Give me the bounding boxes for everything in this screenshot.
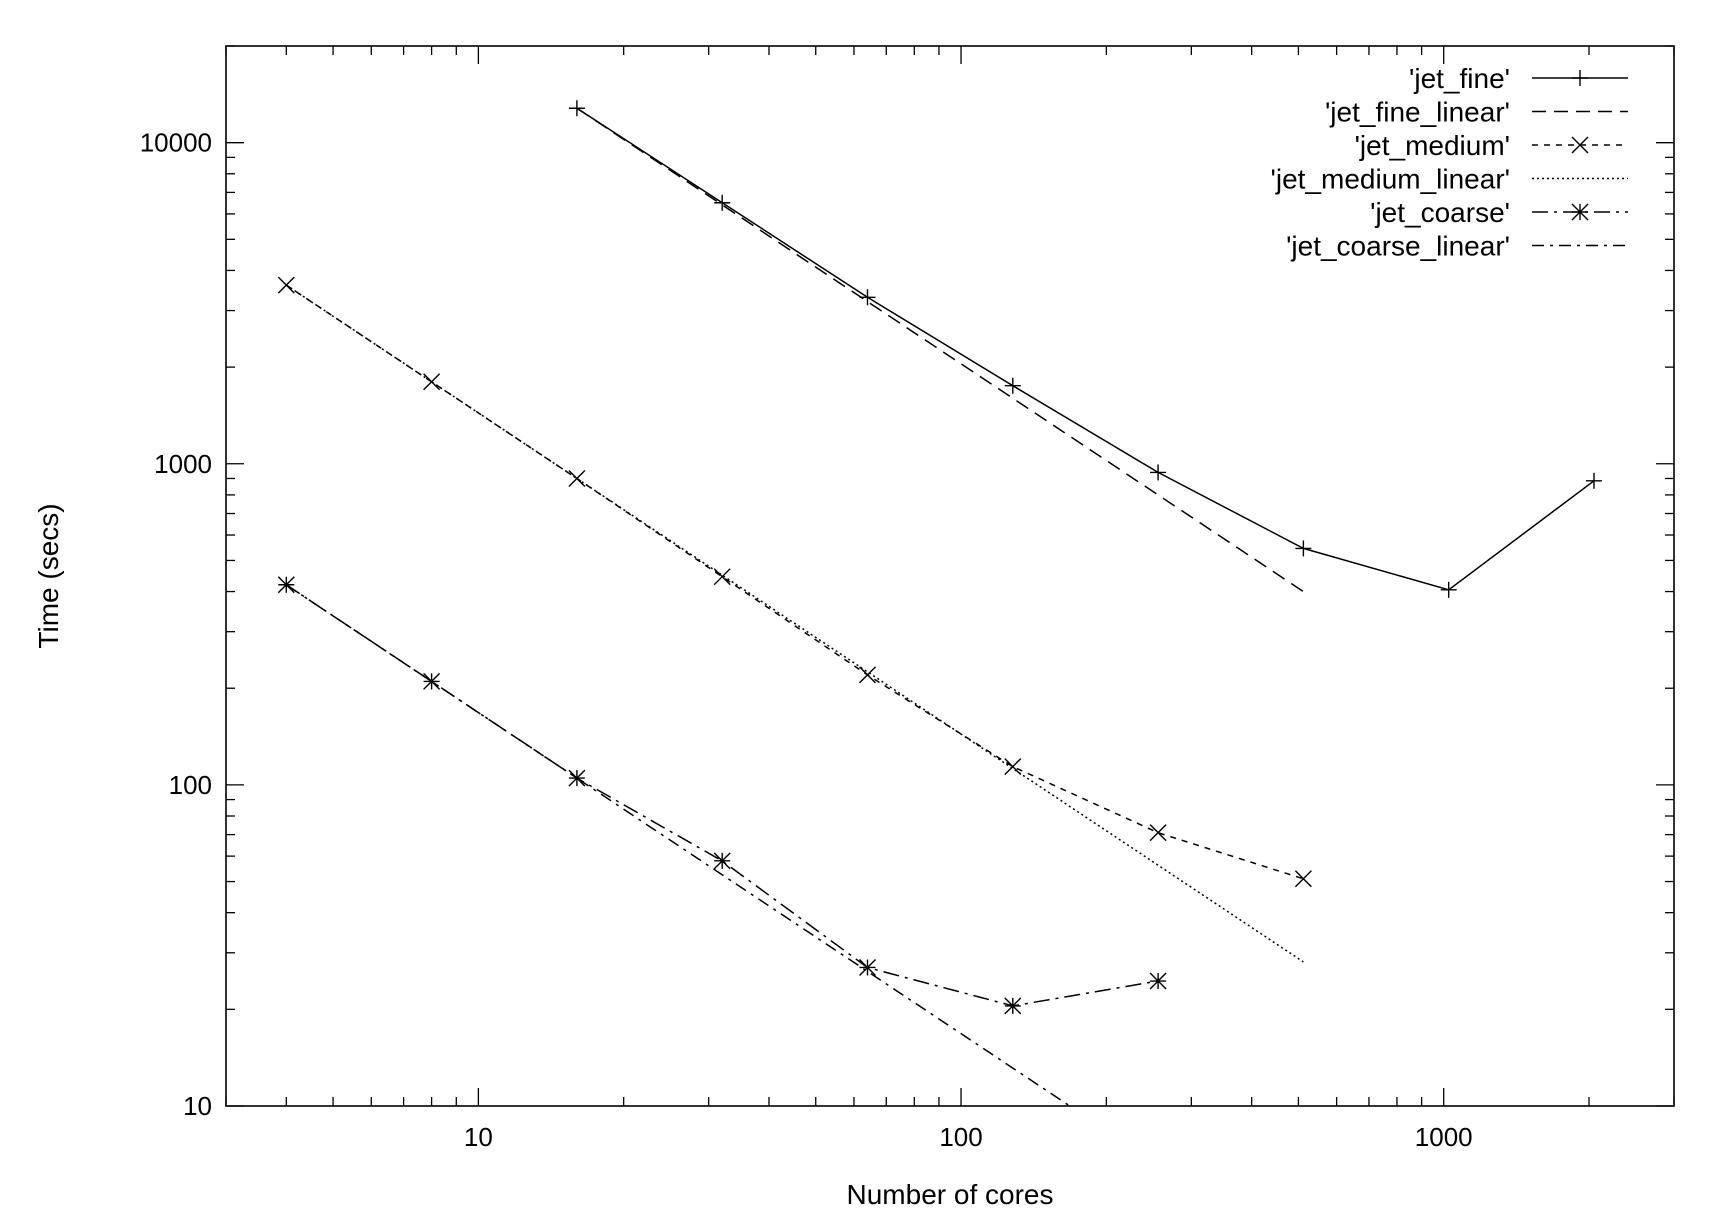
legend-marker <box>1572 70 1588 86</box>
data-point-marker <box>1149 972 1167 990</box>
legend-entry: 'jet_fine' <box>1409 63 1628 94</box>
y-tick-label: 10 <box>183 1091 212 1121</box>
data-point-marker-stroke <box>1004 997 1022 1015</box>
plot-area-border <box>225 45 1675 1107</box>
legend-entry: 'jet_fine_linear' <box>1325 97 1628 128</box>
y-tick-label: 10000 <box>140 128 212 158</box>
data-point-marker-stroke <box>1149 824 1167 842</box>
legend-marker-stroke <box>1571 136 1589 154</box>
data-point-marker <box>568 100 585 117</box>
data-point-marker <box>1295 540 1312 557</box>
x-tick-label: 1000 <box>1415 1122 1473 1152</box>
tick-labels: 10 100 1000 10 100 1000 10000 <box>140 128 1473 1152</box>
data-point-marker-stroke <box>858 666 876 684</box>
data-point-marker <box>1150 464 1167 481</box>
legend-label: 'jet_medium_linear' <box>1271 164 1510 195</box>
data-point-marker <box>1294 870 1312 888</box>
data-point-marker <box>1149 824 1167 842</box>
data-point-marker <box>713 852 731 870</box>
data-point-marker <box>1440 581 1457 598</box>
data-point-marker <box>277 276 295 294</box>
legend-marker-stroke <box>1571 203 1589 221</box>
data-point-marker <box>858 666 876 684</box>
y-tick-label: 100 <box>169 770 212 800</box>
series-line <box>576 107 1304 593</box>
legend-label: 'jet_fine_linear' <box>1325 97 1510 128</box>
legend-label: 'jet_coarse' <box>1370 197 1510 228</box>
series-line <box>576 107 1595 591</box>
data-point-marker <box>859 289 876 306</box>
data-point-marker <box>1004 997 1022 1015</box>
y-tick-label: 1000 <box>154 449 212 479</box>
data-point-marker <box>1585 472 1602 489</box>
data-point-marker-stroke <box>713 852 731 870</box>
x-tick-label: 10 <box>464 1122 493 1152</box>
data-point-marker <box>277 576 295 594</box>
series-markers <box>277 100 1602 1015</box>
legend-marker <box>1571 136 1589 154</box>
data-point-marker <box>1004 377 1021 394</box>
y-axis-title: Time (secs) <box>33 503 64 648</box>
legend-entry: 'jet_medium_linear' <box>1271 164 1628 195</box>
data-point-marker-stroke <box>568 769 586 787</box>
legend-label: 'jet_medium' <box>1355 130 1510 161</box>
data-point-marker-stroke <box>713 568 731 586</box>
x-axis-title: Number of cores <box>847 1179 1054 1210</box>
legend-entry: 'jet_coarse_linear' <box>1286 231 1628 262</box>
series-line <box>285 584 1071 1107</box>
legend-marker <box>1571 203 1589 221</box>
legend-label: 'jet_fine' <box>1409 63 1510 94</box>
data-point-marker-stroke <box>858 958 876 976</box>
x-tick-label: 100 <box>939 1122 982 1152</box>
data-point-marker-stroke <box>423 672 441 690</box>
data-point-marker <box>568 769 586 787</box>
data-point-marker-stroke <box>1004 758 1022 776</box>
data-point-marker <box>858 958 876 976</box>
data-point-marker <box>568 469 586 487</box>
data-point-marker-stroke <box>1294 870 1312 888</box>
legend-entry: 'jet_medium' <box>1355 130 1628 161</box>
data-point-marker <box>714 194 731 211</box>
data-point-marker-stroke <box>277 576 295 594</box>
data-point-marker <box>423 373 441 391</box>
data-point-marker-stroke <box>423 373 441 391</box>
data-point-marker <box>423 672 441 690</box>
series-line <box>285 284 1304 963</box>
data-point-marker-stroke <box>1149 972 1167 990</box>
legend: 'jet_fine''jet_fine_linear''jet_medium''… <box>1271 63 1628 262</box>
data-point-marker-stroke <box>277 276 295 294</box>
legend-label: 'jet_coarse_linear' <box>1286 231 1510 262</box>
data-point-marker <box>713 568 731 586</box>
data-point-marker-stroke <box>568 469 586 487</box>
series-line <box>285 284 1304 880</box>
data-point-marker <box>1004 758 1022 776</box>
legend-entry: 'jet_coarse' <box>1370 197 1628 228</box>
